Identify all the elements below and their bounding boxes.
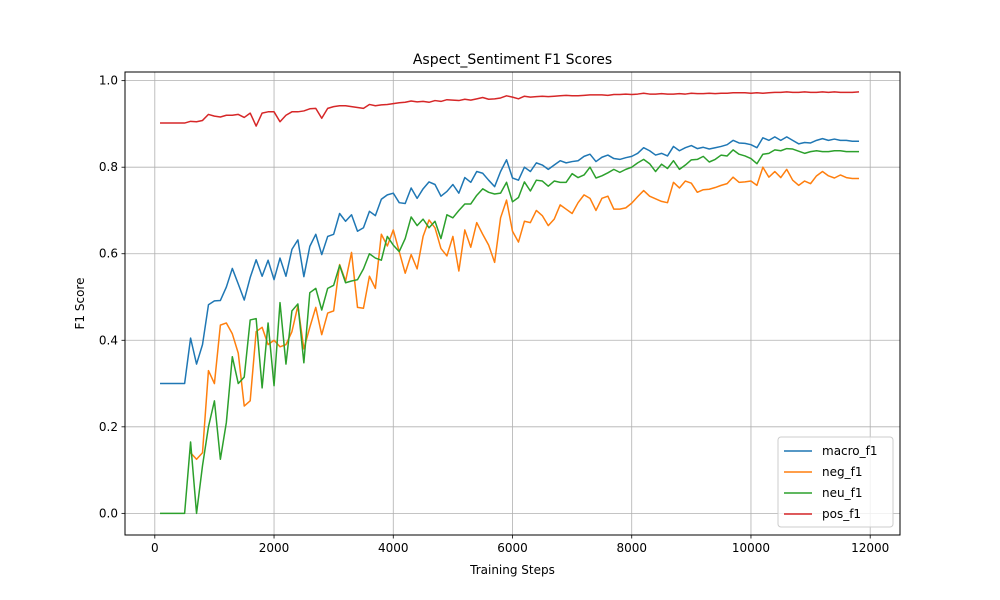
legend: macro_f1 neg_f1 neu_f1 pos_f1 (777, 436, 894, 528)
y-tick-label: 0.0 (99, 506, 118, 520)
y-tick-label: 0.8 (99, 160, 118, 174)
series-line-pos-f1 (160, 91, 860, 127)
x-axis-label: Training Steps (469, 563, 555, 577)
x-tick-label: 6000 (497, 541, 528, 555)
series-lines (160, 91, 860, 515)
legend-label-pos-f1: pos_f1 (822, 507, 861, 521)
legend-box (777, 436, 894, 528)
y-axis-label: F1 Score (73, 278, 87, 330)
legend-label-macro-f1: macro_f1 (822, 444, 878, 458)
series-line-neu-f1 (160, 147, 860, 515)
grid (125, 72, 900, 535)
x-tick-label: 12000 (851, 541, 889, 555)
series-line-macro-f1 (160, 136, 860, 385)
chart-title: Aspect_Sentiment F1 Scores (413, 52, 612, 68)
y-tick-label: 0.2 (99, 420, 118, 434)
x-tick-label: 4000 (378, 541, 409, 555)
y-tick-label: 0.6 (99, 247, 118, 261)
series-line-neg-f1 (189, 166, 860, 461)
x-tick-label: 0 (151, 541, 159, 555)
x-tick-label: 10000 (732, 541, 770, 555)
legend-label-neu-f1: neu_f1 (822, 486, 862, 500)
x-tick-label: 2000 (259, 541, 290, 555)
y-tick-label: 1.0 (99, 74, 118, 88)
axis-ticks: 0 2000 4000 6000 8000 10000 12000 0.0 0.2 0.4 0.6 0… (99, 74, 889, 555)
x-tick-label: 8000 (616, 541, 647, 555)
legend-label-neg-f1: neg_f1 (822, 465, 862, 479)
y-tick-label: 0.4 (99, 333, 118, 347)
